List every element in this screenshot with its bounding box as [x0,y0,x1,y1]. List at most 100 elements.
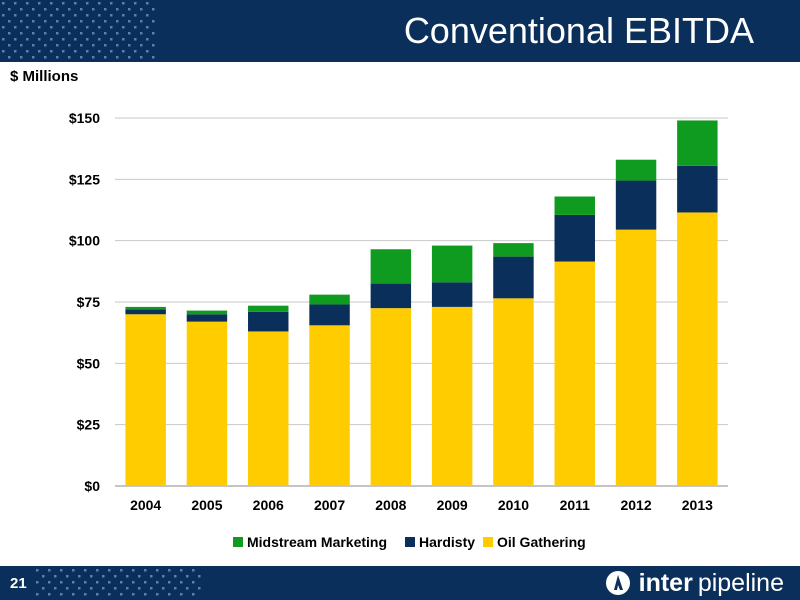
decor-dot [102,575,105,578]
bar-segment-midstream-marketing [186,310,228,315]
decor-dot [150,587,153,590]
bar-segment-hardisty [248,311,289,332]
decor-dot [150,575,153,578]
decor-dot [54,575,57,578]
decor-dot [168,569,171,572]
decor-dot [156,581,159,584]
decor-dot [66,575,69,578]
bar-segment-oil-gathering [493,298,534,486]
decor-dot [126,575,129,578]
decor-dot [62,2,65,5]
legend-swatch [405,537,415,547]
decor-dot [146,2,149,5]
decor-dot [80,20,83,23]
x-tick-label: 2007 [314,497,345,513]
decor-dot [38,26,41,29]
decor-dot [90,587,93,590]
decor-dot [174,587,177,590]
decor-dot [72,581,75,584]
x-tick-label: 2004 [130,497,161,513]
decor-dot [2,50,5,53]
decor-dot [44,8,47,11]
page-title: Conventional EBITDA [403,10,754,51]
decor-dot [138,587,141,590]
decor-dot [116,56,119,59]
decor-dot [14,14,17,17]
decor-dot [104,20,107,23]
x-tick-label: 2012 [620,497,651,513]
decor-dot [122,38,125,41]
decor-dot [144,581,147,584]
bar-segment-oil-gathering [615,229,657,487]
header-bar: Conventional EBITDA [0,0,800,62]
decor-dot [60,593,63,596]
decor-dot [80,56,83,59]
x-tick-label: 2006 [253,497,284,513]
decor-dot [50,50,53,53]
decor-dot [152,8,155,11]
decor-dot [128,32,131,35]
decor-dot [146,50,149,53]
decor-dot [56,56,59,59]
bar-segment-midstream-marketing [309,294,350,305]
decor-dot [152,20,155,23]
bar-segment-hardisty [125,309,166,315]
decor-dot [108,569,111,572]
decor-dot [56,44,59,47]
bar-segment-oil-gathering [125,314,166,486]
decor-dot [110,38,113,41]
decor-dot [8,44,11,47]
bar-segment-midstream-marketing [248,305,289,312]
decor-dot [78,587,81,590]
decor-dot [26,14,29,17]
decor-dot [180,581,183,584]
decor-dot [74,2,77,5]
decor-dot [54,587,57,590]
decor-dot [98,38,101,41]
bar-segment-midstream-marketing [370,249,412,284]
decor-dot [60,569,63,572]
decor-dot [168,581,171,584]
bar-segment-oil-gathering [554,261,595,486]
decor-dot [152,32,155,35]
decor-dot [38,2,41,5]
decor-dot [50,14,53,17]
decor-dot [72,593,75,596]
decor-dot [86,14,89,17]
legend-label: Hardisty [419,534,475,550]
decor-dot [48,581,51,584]
decor-dot [98,2,101,5]
decor-dot [14,26,17,29]
y-tick-label: $0 [84,478,100,494]
decor-dot [74,26,77,29]
decor-dot [128,20,131,23]
decor-dot [48,569,51,572]
decor-dot [114,587,117,590]
x-tick-label: 2013 [682,497,713,513]
decor-dot [134,50,137,53]
decor-dot [44,44,47,47]
decor-dot [56,32,59,35]
decor-dot [92,56,95,59]
decor-dot [110,2,113,5]
decor-dot [128,56,131,59]
y-tick-label: $75 [77,294,101,310]
decor-dot [96,569,99,572]
decor-dot [110,14,113,17]
decor-dot [116,32,119,35]
decor-dot [42,587,45,590]
decor-dot [2,14,5,17]
decor-dot [68,44,71,47]
decor-dot [62,26,65,29]
header-dot-pattern [2,2,155,59]
decor-dot [26,2,29,5]
decor-dot [162,575,165,578]
bar-segment-oil-gathering [431,306,473,486]
decor-dot [128,8,131,11]
decor-dot [80,32,83,35]
legend-swatch [483,537,493,547]
decor-dot [134,26,137,29]
decor-dot [8,8,11,11]
bar-segment-midstream-marketing [554,196,595,215]
decor-dot [174,575,177,578]
